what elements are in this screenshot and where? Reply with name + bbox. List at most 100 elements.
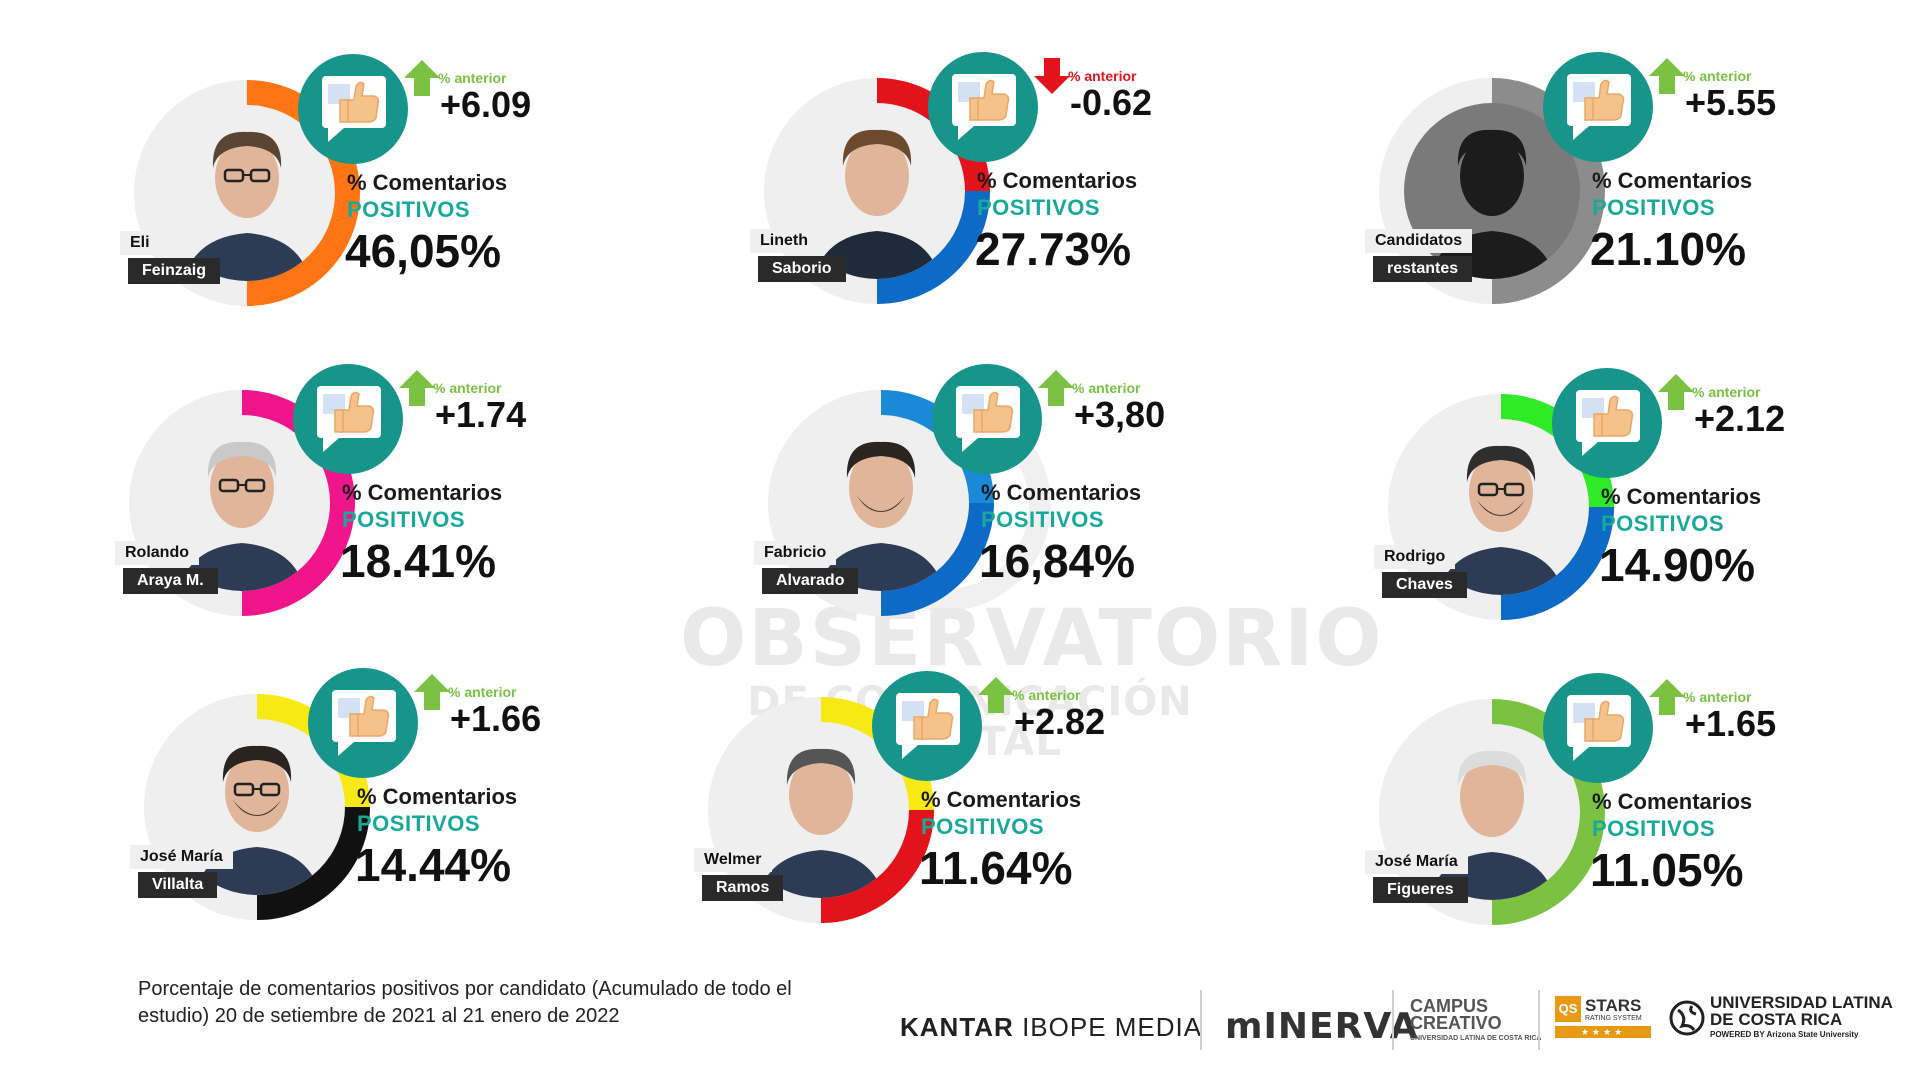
positive-label: POSITIVOS xyxy=(357,811,481,836)
divider xyxy=(1200,990,1202,1050)
candidate-card: Welmer Ramos % anterior +2.82 % Comentar… xyxy=(694,671,1156,935)
thumbs-up-comment-icon xyxy=(1543,673,1653,783)
previous-label: % anterior xyxy=(448,684,517,700)
kantar-ibope-media-logo: KANTAR IBOPE MEDIA xyxy=(900,1012,1203,1042)
arrow-down-icon xyxy=(1032,56,1072,96)
comments-label: % Comentarios xyxy=(1592,168,1753,193)
arrow-up-icon xyxy=(402,58,442,98)
previous-label: % anterior xyxy=(1072,380,1141,396)
positive-label: POSITIVOS xyxy=(342,507,466,532)
positive-label: POSITIVOS xyxy=(347,197,471,222)
arrow-up-icon xyxy=(1036,368,1076,408)
thumbs-up-comment-icon xyxy=(1543,52,1653,162)
previous-label: % anterior xyxy=(1683,689,1752,705)
candidate-first-name: Rodrigo xyxy=(1374,545,1456,569)
candidate-card: José María Figueres % anterior +1.65 % C… xyxy=(1365,673,1827,937)
thumbs-up-comment-icon xyxy=(308,668,418,778)
candidate-first-name: Fabricio xyxy=(754,541,837,565)
candidate-card: José María Villalta % anterior +1.66 % C… xyxy=(130,668,592,932)
positive-percentage: 11.05% xyxy=(1590,844,1744,896)
candidate-first-name: Rolando xyxy=(115,541,199,565)
comments-label: % Comentarios xyxy=(347,170,508,195)
candidate-last-name: Feinzaig xyxy=(128,258,221,284)
delta-value: +2.12 xyxy=(1694,398,1786,439)
candidate-last-name: Chaves xyxy=(1382,572,1467,598)
watermark-line1: OBSERVATORIO xyxy=(680,594,1384,684)
arrow-up-icon xyxy=(1647,56,1687,96)
arrow-up-icon xyxy=(1647,677,1687,717)
candidate-first-name: Eli xyxy=(120,231,160,255)
previous-label: % anterior xyxy=(433,380,502,396)
comments-label: % Comentarios xyxy=(1592,789,1753,814)
positive-percentage: 11.64% xyxy=(919,842,1073,894)
delta-value: +1.66 xyxy=(450,698,542,739)
candidate-card: Rodrigo Chaves % anterior +2.12 % Coment… xyxy=(1374,368,1836,632)
caption: Porcentaje de comentarios positivos por … xyxy=(138,978,792,1027)
thumbs-up-comment-icon xyxy=(932,364,1042,474)
divider xyxy=(1538,990,1540,1050)
candidate-last-name: Araya M. xyxy=(123,568,218,594)
thumbs-up-comment-icon xyxy=(1552,368,1662,478)
arrow-up-icon xyxy=(1656,372,1696,412)
positive-label: POSITIVOS xyxy=(1601,511,1725,536)
candidate-first-name: José María xyxy=(130,845,233,869)
divider xyxy=(1392,990,1394,1050)
universidad-latina-logo: UNIVERSIDAD LATINA DE COSTA RICA POWERED … xyxy=(1668,994,1893,1044)
delta-value: +2.82 xyxy=(1014,701,1106,742)
delta-value: +1.65 xyxy=(1685,703,1777,744)
comments-label: % Comentarios xyxy=(981,480,1142,505)
thumbs-up-comment-icon xyxy=(872,671,982,781)
thumbs-up-comment-icon xyxy=(928,52,1038,162)
qs-stars-logo: QS STARS RATING SYSTEM ★★★★ xyxy=(1555,996,1651,1042)
candidate-first-name: Lineth xyxy=(750,229,818,253)
arrow-up-icon xyxy=(976,675,1016,715)
arrow-up-icon xyxy=(397,368,437,408)
delta-value: +3,80 xyxy=(1074,394,1166,435)
candidate-first-name: Welmer xyxy=(694,848,772,872)
positive-percentage: 46,05% xyxy=(345,225,502,277)
candidate-last-name: Alvarado xyxy=(762,568,859,594)
positive-label: POSITIVOS xyxy=(977,195,1101,220)
positive-percentage: 27.73% xyxy=(975,223,1132,275)
delta-value: +6.09 xyxy=(440,84,532,125)
candidate-first-name: José María xyxy=(1365,850,1468,874)
comments-label: % Comentarios xyxy=(977,168,1138,193)
positive-percentage: 14.90% xyxy=(1599,539,1756,591)
positive-percentage: 16,84% xyxy=(979,535,1136,587)
candidate-last-name: restantes xyxy=(1373,256,1473,282)
thumbs-up-comment-icon xyxy=(298,54,408,164)
thumbs-up-comment-icon xyxy=(293,364,403,474)
candidate-card: Candidatos restantes % anterior +5.55 % … xyxy=(1365,52,1827,316)
positive-label: POSITIVOS xyxy=(981,507,1105,532)
candidate-card: Eli Feinzaig % anterior +6.09 % Comentar… xyxy=(120,54,582,318)
positive-label: POSITIVOS xyxy=(1592,195,1716,220)
positive-percentage: 18.41% xyxy=(340,535,497,587)
positive-percentage: 21.10% xyxy=(1590,223,1747,275)
comments-label: % Comentarios xyxy=(357,784,518,809)
previous-label: % anterior xyxy=(1692,384,1761,400)
previous-label: % anterior xyxy=(1068,68,1137,84)
positive-percentage: 14.44% xyxy=(355,839,512,891)
previous-label: % anterior xyxy=(1683,68,1752,84)
candidate-last-name: Villalta xyxy=(138,872,218,898)
previous-label: % anterior xyxy=(438,70,507,86)
previous-label: % anterior xyxy=(1012,687,1081,703)
positive-label: POSITIVOS xyxy=(921,814,1045,839)
delta-value: -0.62 xyxy=(1070,82,1153,123)
minerva-logo: mINERVA xyxy=(1225,1006,1419,1047)
candidate-card: Rolando Araya M. % anterior +1.74 % Come… xyxy=(115,364,577,628)
candidate-card: Lineth Saborio % anterior -0.62 % Coment… xyxy=(750,52,1212,316)
campus-creativo-logo: CAMPUS CREATIVO UNIVERSIDAD LATINA DE CO… xyxy=(1410,996,1542,1042)
candidate-last-name: Ramos xyxy=(702,875,784,901)
comments-label: % Comentarios xyxy=(921,787,1082,812)
positive-label: POSITIVOS xyxy=(1592,816,1716,841)
candidate-card: Fabricio Alvarado % anterior +3,80 % Com… xyxy=(754,364,1216,628)
comments-label: % Comentarios xyxy=(1601,484,1762,509)
candidate-first-name: Candidatos xyxy=(1365,229,1473,253)
candidate-last-name: Saborio xyxy=(758,256,846,282)
comments-label: % Comentarios xyxy=(342,480,503,505)
candidate-last-name: Figueres xyxy=(1373,877,1468,903)
delta-value: +5.55 xyxy=(1685,82,1777,123)
arrow-up-icon xyxy=(412,672,452,712)
globe-icon xyxy=(1669,1000,1705,1036)
